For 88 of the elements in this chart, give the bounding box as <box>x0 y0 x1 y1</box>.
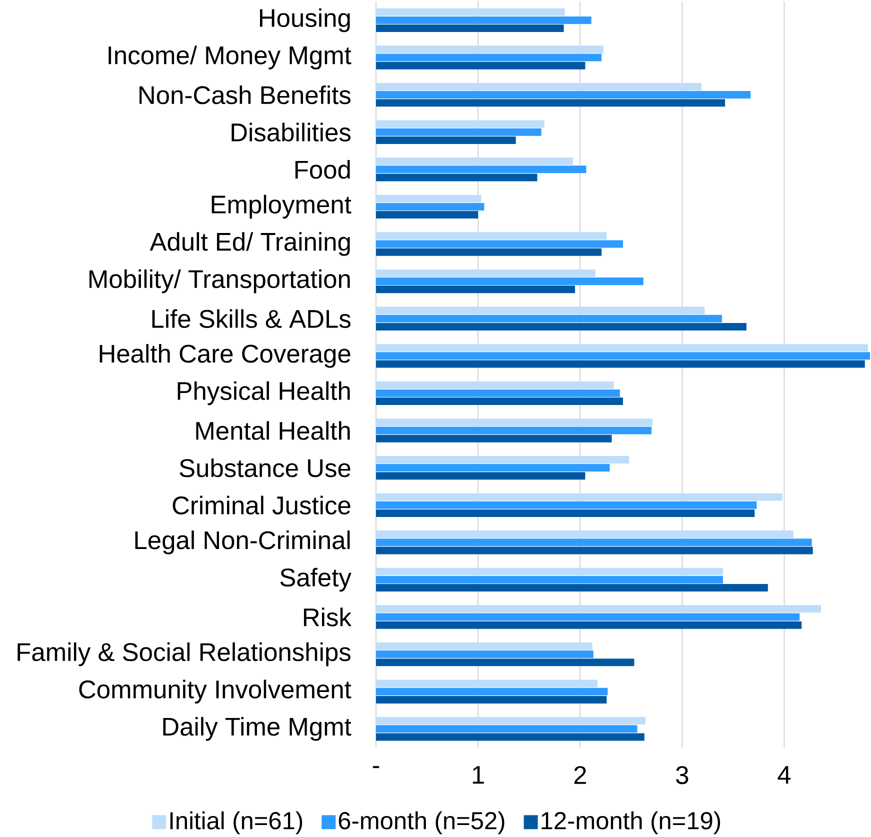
bar <box>376 203 484 211</box>
x-tick-label: - <box>372 766 380 768</box>
y-tick-label: Non-Cash Benefits <box>140 85 350 104</box>
bar <box>376 621 802 629</box>
y-tick-label: Employment <box>212 194 352 219</box>
bar <box>376 314 722 322</box>
bar <box>376 680 598 688</box>
bar <box>376 546 813 554</box>
bar <box>376 344 868 352</box>
bar <box>376 16 592 24</box>
bar <box>376 501 757 509</box>
bar <box>376 717 646 725</box>
bar <box>376 576 724 584</box>
bar <box>376 360 865 368</box>
bar <box>376 530 794 538</box>
bar <box>376 120 544 128</box>
bar <box>376 136 516 144</box>
legend-label: 12-month (n=19) <box>542 811 720 834</box>
y-tick-label: Disabilities <box>232 122 351 142</box>
x-tick-label: 1 <box>472 766 484 784</box>
legend-label: 6-month (n=52) <box>338 811 504 834</box>
bar <box>376 434 612 442</box>
x-tick-label: 3 <box>676 766 688 784</box>
bar <box>376 426 652 434</box>
bar <box>376 472 586 480</box>
bar <box>376 54 602 62</box>
y-tick-label: Mental Health <box>196 421 350 440</box>
x-tick-label: 2 <box>574 766 586 784</box>
bar <box>376 418 653 426</box>
bar <box>376 158 573 166</box>
bar <box>376 352 870 360</box>
bar <box>376 99 726 107</box>
bar <box>376 83 702 91</box>
y-tick-label: Income/ Money Mgmt <box>108 46 352 70</box>
bar <box>376 538 812 546</box>
y-tick-label: Substance Use <box>180 458 350 478</box>
bar <box>376 248 602 256</box>
bar <box>376 381 614 389</box>
bar <box>376 323 746 331</box>
bar <box>376 696 607 704</box>
bar <box>376 174 538 182</box>
y-tick-label: Criminal Justice <box>172 496 350 515</box>
bar <box>376 24 564 32</box>
bar <box>376 493 782 501</box>
y-tick-label: Community Involvement <box>79 680 352 704</box>
x-tick-label: 4 <box>778 766 791 784</box>
bar <box>376 128 542 136</box>
y-tick-label: Mobility/ Transportation <box>89 269 350 294</box>
y-tick-label: Adult Ed/ Training <box>150 232 350 256</box>
bar <box>376 650 594 658</box>
bar <box>376 733 644 741</box>
bar <box>376 232 607 240</box>
bar <box>376 688 608 696</box>
y-tick-label: Health Care Coverage <box>100 344 350 368</box>
bar <box>376 270 596 278</box>
bar <box>376 46 604 54</box>
y-tick-label: Food <box>295 160 350 179</box>
bar <box>376 166 586 174</box>
bar <box>376 91 751 99</box>
y-tick-label: Legal Non-Criminal <box>135 530 350 554</box>
y-tick-label: Safety <box>280 568 352 592</box>
legend-label: Initial (n=61) <box>170 811 302 834</box>
y-tick-label: Housing <box>260 8 350 32</box>
bar <box>376 211 478 219</box>
y-tick-label: Family & Social Relationships <box>18 642 350 666</box>
bar <box>376 390 620 398</box>
bar <box>376 278 644 286</box>
bar <box>376 510 755 518</box>
bar <box>376 398 623 406</box>
bar <box>376 8 565 16</box>
bar <box>376 306 705 314</box>
bar <box>376 605 821 613</box>
bar <box>376 568 724 576</box>
bar <box>376 456 630 464</box>
bar <box>376 62 586 70</box>
bar <box>376 194 482 202</box>
bar <box>376 613 800 621</box>
bar <box>376 464 610 472</box>
y-tick-label: Daily Time Mgmt <box>163 717 352 741</box>
bar <box>376 584 768 592</box>
bar <box>376 240 623 248</box>
y-tick-label: Life Skills & ADLs <box>152 309 351 328</box>
y-tick-label: Physical Health <box>178 381 350 406</box>
bar <box>376 658 634 666</box>
bar <box>376 725 638 733</box>
bar <box>376 286 576 294</box>
y-tick-label: Risk <box>304 608 352 626</box>
bar <box>376 642 592 650</box>
